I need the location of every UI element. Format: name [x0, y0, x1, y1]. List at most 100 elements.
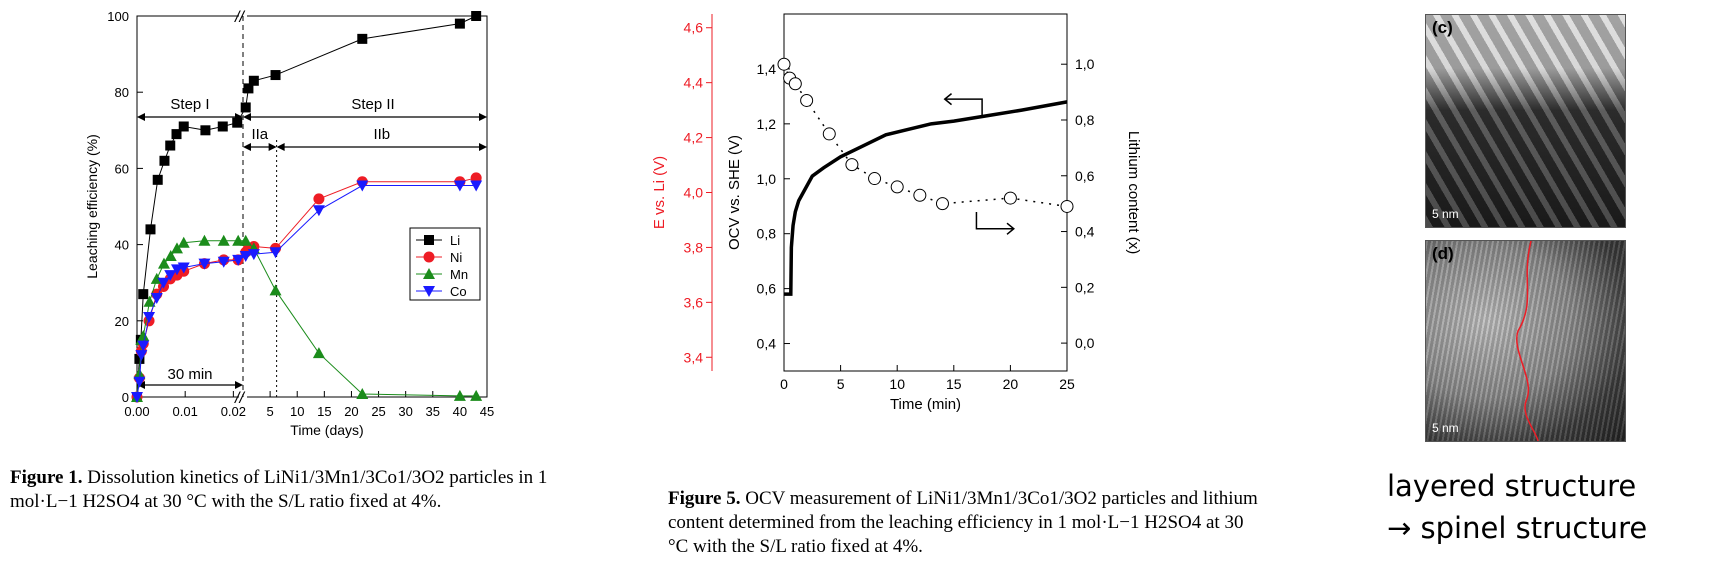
data-point-co: [312, 205, 325, 217]
data-point-co: [453, 180, 466, 192]
data-point-co: [177, 262, 190, 274]
data-point-mn: [170, 242, 183, 254]
data-point-co: [198, 258, 211, 270]
content-data-point: [1060, 199, 1074, 213]
data-point-mn: [356, 387, 369, 399]
data-point-co: [133, 376, 146, 388]
legend-label-mn: Mn: [450, 267, 468, 282]
interface-line: [1516, 241, 1539, 441]
data-point-li: [152, 174, 163, 185]
data-point-mn: [470, 389, 483, 401]
ocv-axis-arrowhead: [943, 93, 953, 106]
ocv-axis-arrow: [944, 98, 983, 116]
data-point-li: [232, 117, 243, 128]
time-30min-arrow-head-right: [235, 381, 243, 389]
data-point-co: [239, 251, 252, 263]
data-point-co: [131, 392, 143, 403]
x-tick-label: 0.01: [173, 404, 198, 419]
data-point-li: [240, 102, 251, 113]
x-axis-title: Time (min): [890, 396, 961, 413]
content-tick-label: 0,2: [1075, 279, 1095, 295]
x-tick-label: 35: [426, 404, 440, 419]
data-point-li: [138, 289, 149, 300]
content-data-point: [788, 77, 802, 91]
content-tick-label: 0,6: [1075, 168, 1095, 184]
legend-label-co: Co: [450, 284, 467, 299]
y-tick-label: 0: [122, 390, 129, 405]
content-tick-label: 1,0: [1075, 56, 1095, 72]
data-point-mn: [312, 347, 325, 359]
figure-5-chart: 3,4 3,6 3,8 4,0 4,2 4,4 4,6 E vs. Li (V) 0,4 0,6 0…: [651, 13, 1142, 413]
step-2a-arrow-head-left: [243, 143, 251, 151]
data-point-co: [137, 340, 150, 352]
figure-5-caption-label: Figure 5.: [668, 488, 741, 509]
step-2-arrow-head-left: [243, 113, 251, 121]
tem-image-d: (d) 5 nm: [1425, 240, 1626, 442]
step-2b-arrow-head-left: [276, 143, 285, 151]
content-axis-title: Lithium content (x): [1125, 131, 1142, 254]
data-point-mn: [157, 257, 170, 269]
data-point-mn: [137, 330, 150, 342]
series-line-li: [136, 15, 477, 398]
figure-1-caption-text: Dissolution kinetics of LiNi1/3Mn1/3Co1/…: [10, 467, 548, 512]
tem-image-d-scale: 5 nm: [1432, 421, 1459, 435]
e-vs-li-tick-label: 4,2: [684, 130, 704, 146]
step-1-arrow-head-left: [137, 113, 145, 121]
figure-5-caption-text: OCV measurement of LiNi1/3Mn1/3Co1/3O2 p…: [668, 488, 1258, 557]
step-2b-arrow-head-right: [479, 143, 487, 151]
data-point-li: [248, 75, 259, 86]
data-point-li: [200, 125, 211, 136]
x-tick-label: 40: [453, 404, 467, 419]
content-data-point: [868, 172, 882, 186]
figure-1-series: [131, 11, 483, 403]
content-data-point: [800, 93, 814, 107]
e-vs-li-tick-label: 4,4: [684, 75, 704, 91]
data-point-co: [164, 270, 177, 282]
content-data-point: [935, 197, 949, 211]
data-point-mn: [198, 234, 211, 246]
figure-1-legend: Li Ni Mn Co: [409, 227, 481, 301]
figure-1-caption-label: Figure 1.: [10, 467, 83, 488]
y-tick-label: 60: [115, 161, 129, 176]
tem-image-d-label: (d): [1432, 244, 1454, 263]
content-dotted-line: [783, 63, 1068, 208]
annotation-step-1: Step I: [170, 96, 209, 113]
ocv-tick-label: 1,4: [757, 61, 777, 77]
content-axis-arrowhead: [1006, 222, 1015, 235]
legend-marker-co: [423, 286, 435, 297]
legend-box: [409, 227, 481, 301]
content-data-point: [890, 180, 904, 194]
figure-1-caption: Figure 1. Dissolution kinetics of LiNi1/…: [10, 466, 590, 514]
data-point-ni: [313, 193, 325, 205]
data-point-co: [170, 264, 183, 276]
ocv-tick-label: 0,8: [757, 226, 777, 242]
content-axis-arrow: [975, 212, 1014, 230]
x-tick-label: 25: [371, 404, 385, 419]
data-point-li: [165, 140, 176, 151]
data-point-co: [150, 292, 163, 304]
data-point-co: [135, 350, 148, 362]
data-point-mn: [143, 295, 156, 307]
legend-marker-ni: [423, 251, 435, 263]
legend-marker-mn: [423, 268, 435, 279]
data-point-mn: [164, 250, 177, 262]
content-data-point: [822, 127, 836, 141]
series-line-mn: [136, 240, 477, 398]
data-point-mn: [217, 234, 230, 246]
content-tick-label: 0,4: [1075, 224, 1095, 240]
tem-image-c-scale: 5 nm: [1432, 207, 1459, 221]
y-tick-label: 40: [115, 238, 129, 253]
step-2a-arrow-head-right: [268, 143, 277, 151]
x-tick-label: 0: [780, 376, 788, 392]
data-point-li: [145, 224, 156, 235]
data-point-mn: [133, 368, 146, 380]
data-point-li: [270, 70, 281, 81]
structure-note-line-1: layered structure: [1387, 469, 1637, 503]
structure-note-line-2: → spinel structure: [1387, 511, 1648, 545]
x-tick-label: 5: [266, 404, 273, 419]
x-tick-label: 0.02: [221, 404, 246, 419]
x-tick-label: 20: [1003, 376, 1019, 392]
e-vs-li-tick-label: 3,6: [684, 294, 704, 310]
annotation-step-2: Step II: [351, 96, 394, 113]
data-point-li: [357, 33, 368, 44]
